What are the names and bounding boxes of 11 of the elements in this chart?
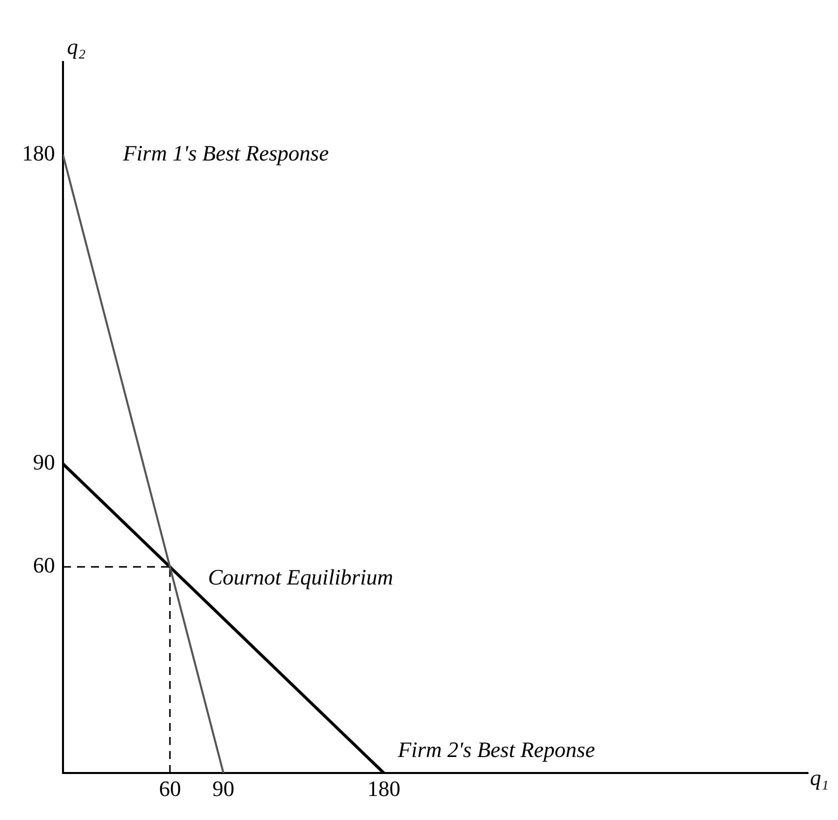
series-label: Firm 2's Best Reponse bbox=[396, 736, 596, 762]
y-tick-label: 90 bbox=[33, 450, 55, 475]
y-tick-label: 60 bbox=[33, 552, 55, 578]
text: Firm 1's Best Response bbox=[122, 140, 329, 166]
y-axis-title: q₂ bbox=[67, 34, 86, 59]
x-tick-label: 60 bbox=[158, 776, 181, 801]
y-tick-label: 180 bbox=[22, 140, 55, 166]
annotation: Cournot Equilibrium bbox=[208, 564, 394, 590]
x-axis-title: q₁ bbox=[810, 764, 829, 790]
x-tick-label: 90 bbox=[212, 776, 234, 801]
x-tick-label: 180 bbox=[367, 776, 400, 801]
